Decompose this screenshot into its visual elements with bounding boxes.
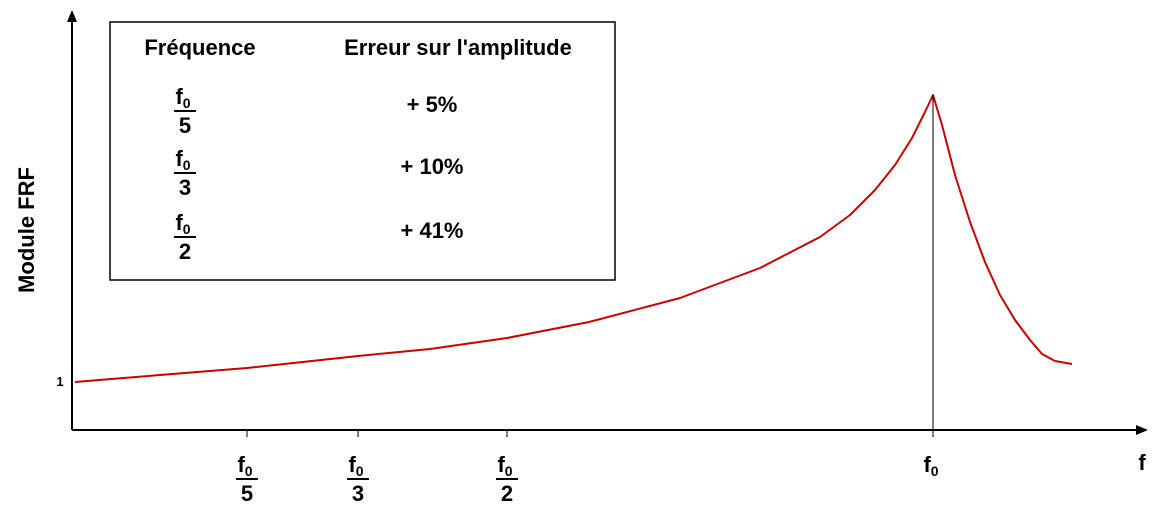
numerator: f0 <box>175 210 190 237</box>
numerator: f0 <box>175 146 190 173</box>
subscript: 0 <box>505 463 513 479</box>
y-arrow <box>67 10 77 22</box>
numerator: f0 <box>175 84 190 111</box>
y-tick-label: 1 <box>56 374 63 389</box>
numerator-f: f <box>497 452 505 477</box>
table-header: Fréquence <box>144 35 255 60</box>
numerator-f: f <box>237 452 245 477</box>
numerator-f: f <box>175 84 183 109</box>
table-header: Erreur sur l'amplitude <box>344 35 572 60</box>
y-axis-label: Module FRF <box>14 167 39 293</box>
numerator: f0 <box>497 452 512 479</box>
numerator: f0 <box>348 452 363 479</box>
x-axis-label: f <box>1138 450 1146 475</box>
subscript: 0 <box>245 463 253 479</box>
error-value: + 41% <box>401 218 464 243</box>
subscript: 0 <box>931 463 939 479</box>
error-value: + 5% <box>407 92 458 117</box>
numerator-f: f <box>175 210 183 235</box>
denominator: 2 <box>501 481 513 506</box>
numerator-f: f <box>923 452 931 477</box>
subscript: 0 <box>356 463 364 479</box>
denominator: 2 <box>179 239 191 264</box>
numerator: f0 <box>237 452 252 479</box>
error-value: + 10% <box>401 154 464 179</box>
numerator-f: f <box>175 146 183 171</box>
numerator: f0 <box>923 452 938 479</box>
denominator: 5 <box>241 481 253 506</box>
subscript: 0 <box>183 95 191 111</box>
subscript: 0 <box>183 221 191 237</box>
denominator: 5 <box>179 113 191 138</box>
numerator-f: f <box>348 452 356 477</box>
frf-curve <box>74 94 1073 383</box>
x-arrow <box>1136 425 1148 435</box>
denominator: 3 <box>352 481 364 506</box>
subscript: 0 <box>183 157 191 173</box>
denominator: 3 <box>179 175 191 200</box>
